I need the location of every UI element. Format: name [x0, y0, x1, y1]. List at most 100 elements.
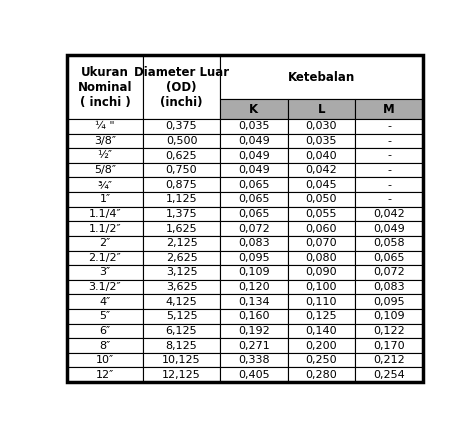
Text: 2″: 2″	[99, 238, 110, 248]
Text: ¼ ": ¼ "	[95, 121, 115, 131]
Text: 2,125: 2,125	[165, 238, 197, 248]
Text: 0,049: 0,049	[238, 165, 270, 175]
Text: 6″: 6″	[100, 326, 110, 336]
Bar	[66, 221, 143, 236]
Bar	[220, 55, 423, 100]
Bar	[288, 134, 355, 148]
Bar	[66, 192, 143, 207]
Bar	[143, 323, 220, 338]
Text: 0,212: 0,212	[373, 355, 405, 365]
Text: M: M	[383, 103, 395, 116]
Text: 0,042: 0,042	[373, 209, 405, 219]
Bar	[66, 207, 143, 221]
Text: -: -	[387, 194, 391, 204]
Text: 0,134: 0,134	[238, 297, 270, 307]
Text: 0,030: 0,030	[306, 121, 337, 131]
Bar	[355, 251, 423, 265]
Text: 0,100: 0,100	[306, 282, 337, 292]
Bar	[355, 134, 423, 148]
Bar	[355, 368, 423, 382]
Text: 0,072: 0,072	[373, 268, 405, 278]
Bar	[143, 265, 220, 280]
Text: 12,125: 12,125	[162, 370, 201, 380]
Bar	[66, 280, 143, 294]
Bar	[288, 178, 355, 192]
Text: -: -	[387, 151, 391, 161]
Text: 0,072: 0,072	[238, 223, 270, 233]
Bar	[355, 119, 423, 134]
Bar	[143, 309, 220, 323]
Text: 0,070: 0,070	[306, 238, 337, 248]
Bar	[66, 294, 143, 309]
Bar	[143, 368, 220, 382]
Bar	[143, 236, 220, 251]
Text: 0,405: 0,405	[238, 370, 270, 380]
Text: 0,160: 0,160	[238, 311, 269, 321]
Bar	[220, 309, 288, 323]
Bar	[143, 207, 220, 221]
Text: 4″: 4″	[99, 297, 110, 307]
Text: 0,065: 0,065	[238, 180, 269, 190]
Text: 0,049: 0,049	[373, 223, 405, 233]
Bar	[143, 280, 220, 294]
Text: 0,254: 0,254	[373, 370, 405, 380]
Bar	[143, 294, 220, 309]
Text: 0,090: 0,090	[306, 268, 337, 278]
Bar	[143, 338, 220, 353]
Bar	[66, 323, 143, 338]
Bar	[220, 178, 288, 192]
Bar	[66, 251, 143, 265]
Bar	[66, 55, 143, 119]
Text: 0,338: 0,338	[238, 355, 270, 365]
Text: -: -	[387, 165, 391, 175]
Text: Ketebalan: Ketebalan	[288, 71, 355, 84]
Bar	[220, 192, 288, 207]
Text: K: K	[249, 103, 258, 116]
Bar	[66, 309, 143, 323]
Text: 3/8″: 3/8″	[94, 136, 116, 146]
Bar	[355, 309, 423, 323]
Bar	[288, 236, 355, 251]
Bar	[66, 148, 143, 163]
Text: 0,065: 0,065	[374, 253, 405, 263]
Bar	[143, 163, 220, 178]
Bar	[288, 280, 355, 294]
Text: 0,080: 0,080	[306, 253, 337, 263]
Bar	[355, 265, 423, 280]
Bar	[220, 323, 288, 338]
Bar	[355, 192, 423, 207]
Text: 0,625: 0,625	[166, 151, 197, 161]
Bar	[143, 353, 220, 368]
Bar	[288, 338, 355, 353]
Bar	[288, 119, 355, 134]
Text: 0,065: 0,065	[238, 209, 269, 219]
Bar	[66, 236, 143, 251]
Bar	[288, 207, 355, 221]
Bar	[220, 119, 288, 134]
Text: ½″: ½″	[97, 151, 112, 161]
Bar	[220, 207, 288, 221]
Text: 1″: 1″	[100, 194, 110, 204]
Bar	[288, 353, 355, 368]
Bar	[220, 148, 288, 163]
Bar	[355, 280, 423, 294]
Bar	[220, 100, 288, 119]
Text: -: -	[387, 180, 391, 190]
Text: L: L	[318, 103, 325, 116]
Bar	[220, 163, 288, 178]
Text: 0,035: 0,035	[238, 121, 269, 131]
Bar	[355, 323, 423, 338]
Text: 0,060: 0,060	[306, 223, 337, 233]
Text: 0,750: 0,750	[166, 165, 197, 175]
Bar	[143, 119, 220, 134]
Text: 5/8″: 5/8″	[94, 165, 116, 175]
Bar	[220, 221, 288, 236]
Bar	[355, 294, 423, 309]
Text: 0,500: 0,500	[166, 136, 197, 146]
Text: 5,125: 5,125	[166, 311, 197, 321]
Text: 0,049: 0,049	[238, 151, 270, 161]
Text: 0,045: 0,045	[306, 180, 337, 190]
Bar	[288, 163, 355, 178]
Text: 0,065: 0,065	[238, 194, 269, 204]
Bar	[66, 265, 143, 280]
